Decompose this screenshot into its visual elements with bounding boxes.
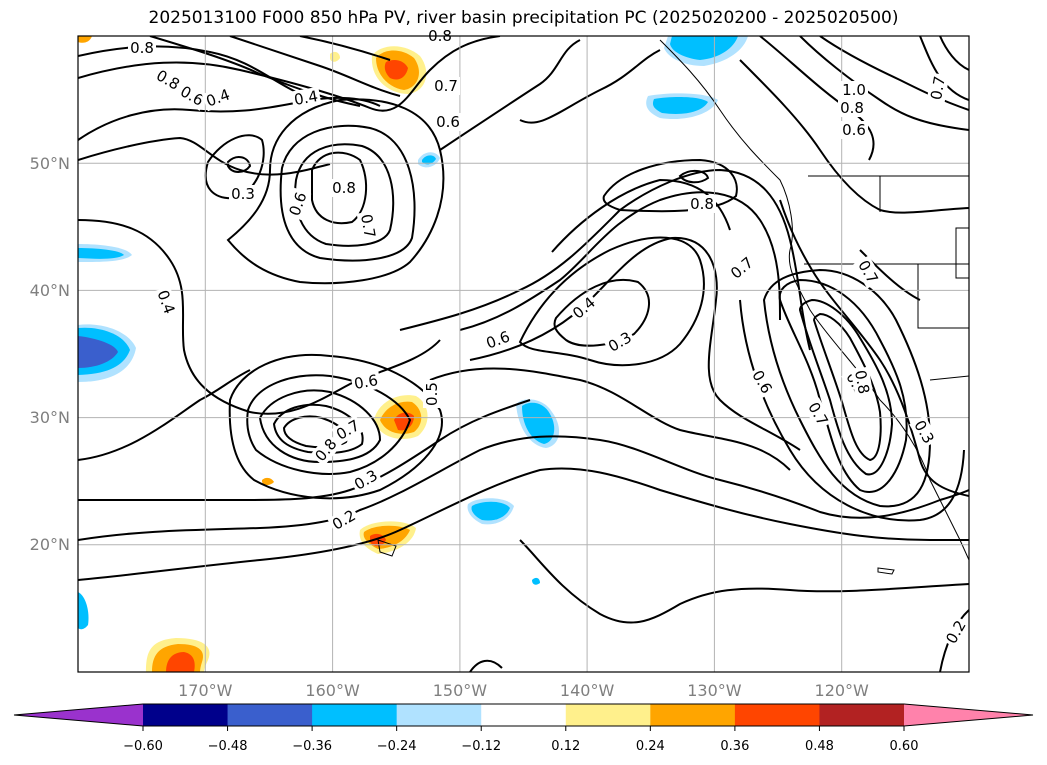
contour-label-background <box>151 65 185 95</box>
contour-label-background <box>434 113 462 131</box>
contour-label: 0.8 <box>130 39 154 57</box>
contour-label-background <box>330 179 358 197</box>
contour-label: 0.6 <box>353 371 380 393</box>
contour-label-background <box>803 397 833 431</box>
contour-label: 0.6 <box>436 113 460 131</box>
lon-label: 130°W <box>687 681 742 700</box>
contour-label: 1.0 <box>842 81 866 99</box>
colorbar-extend-high <box>904 704 1033 726</box>
contour-label: 0.8 <box>690 195 714 213</box>
contour-label-background <box>567 292 601 324</box>
contour-label: 0.7 <box>434 77 458 95</box>
contour-label-background <box>481 326 515 354</box>
contour-label-background <box>331 415 365 445</box>
latitude-labels: 20°N 30°N 40°N 50°N <box>30 154 70 554</box>
lon-label: 120°W <box>815 681 870 700</box>
contour-label-background <box>284 187 312 221</box>
colorbar-bin <box>734 704 820 726</box>
pv-contours <box>78 36 969 672</box>
contour-label-background <box>747 365 777 399</box>
colorbar-tick-label: −0.60 <box>123 739 163 754</box>
contour-label: 0.7 <box>357 213 379 240</box>
lon-label: 160°W <box>305 681 360 700</box>
contour-label: 0.8 <box>840 99 864 117</box>
contour-label-background <box>840 81 868 99</box>
contour-label: 0.7 <box>927 75 949 102</box>
colorbar-tick-label: −0.12 <box>461 739 501 754</box>
colorbar-bin <box>312 704 398 726</box>
contour-label-background <box>349 465 383 495</box>
contour-label: 0.8 <box>332 179 356 197</box>
contour-label: 0.8 <box>851 369 873 396</box>
colorbar-bin <box>650 704 736 726</box>
contour-label: 0.3 <box>231 185 255 203</box>
graticule <box>78 36 969 672</box>
colorbar-bin <box>396 704 482 726</box>
colorbar-bin <box>143 704 229 726</box>
contour-label-background <box>909 415 939 449</box>
contour-label-background <box>941 615 971 649</box>
lat-label: 20°N <box>30 535 70 554</box>
contour-label-background <box>603 327 637 357</box>
colorbar-bin <box>227 704 313 726</box>
colorbar-tick-label: 0.36 <box>720 739 749 754</box>
map-frame <box>77 35 970 673</box>
contour-label-background <box>175 81 209 111</box>
colorbar-extend-low <box>14 704 143 726</box>
lat-label: 40°N <box>30 281 70 300</box>
contour-label-background <box>926 72 950 104</box>
contour-label: 0.6 <box>842 121 866 139</box>
contour-label-background <box>838 99 866 117</box>
colorbar-tick-label: −0.24 <box>377 739 417 754</box>
contour-label-background <box>152 285 180 319</box>
lat-label: 30°N <box>30 408 70 427</box>
colorbar-bin <box>565 704 651 726</box>
contour-label-background <box>840 121 868 139</box>
colorbar-tick-label: −0.48 <box>208 739 248 754</box>
lon-label: 150°W <box>433 681 488 700</box>
contour-label-background <box>201 84 235 112</box>
longitude-labels: 170°W 160°W 150°W 140°W 130°W 120°W <box>178 681 869 700</box>
colorbar-tick-label: 0.24 <box>636 739 665 754</box>
contour-label: 0.4 <box>293 87 320 109</box>
lon-label: 170°W <box>178 681 233 700</box>
contour-label-background <box>310 433 342 467</box>
contour-label-background <box>356 210 380 242</box>
map-title: 2025013100 F000 850 hPa PV, river basin … <box>148 8 899 28</box>
contour-label-background <box>725 252 759 284</box>
contour-label-background <box>290 86 322 110</box>
contour-label-background <box>423 380 441 408</box>
contour-label-background <box>853 255 883 289</box>
contour-label: 0.4 <box>569 293 599 322</box>
precipitation-shading <box>78 36 748 672</box>
contour-label-background <box>327 505 361 535</box>
colorbar-bin <box>481 704 567 726</box>
contour-label-background <box>432 77 460 95</box>
contour-label-background <box>350 370 382 394</box>
contour-labels: 0.80.80.60.4 0.40.80.70.60.3 0.60.80.71.00… <box>128 27 971 649</box>
colorbar-tick-label: 0.12 <box>551 739 580 754</box>
contour-label-background <box>229 185 257 203</box>
colorbar-tick-label: −0.36 <box>292 739 332 754</box>
coastlines <box>377 39 969 575</box>
contour-label: 0.5 <box>423 382 441 406</box>
contour-label-background <box>850 366 874 398</box>
colorbar-bin <box>819 704 905 726</box>
colorbar-tick-label: 0.60 <box>890 739 919 754</box>
contour-label-background <box>128 39 156 57</box>
lon-label: 140°W <box>560 681 615 700</box>
contour-label-background <box>688 195 716 213</box>
lat-label: 50°N <box>30 154 70 173</box>
colorbar-tick-label: 0.48 <box>805 739 834 754</box>
colorbar: −0.60 −0.48 −0.36 −0.24 −0.12 0.12 0.24 0.36 0.4… <box>13 703 1034 754</box>
contour-label: 0.7 <box>727 253 757 282</box>
